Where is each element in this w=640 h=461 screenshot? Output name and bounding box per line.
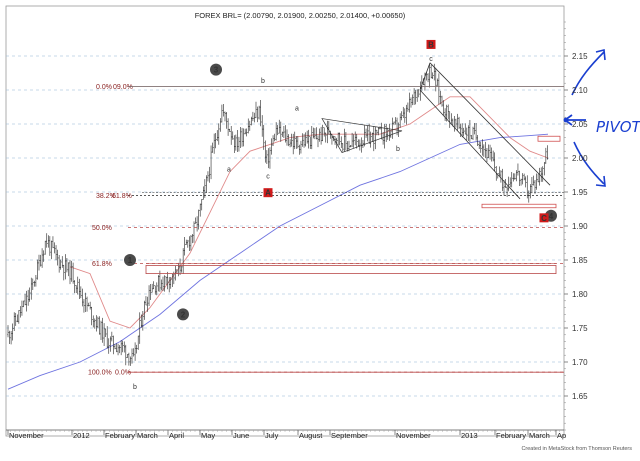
x-tick-label: April xyxy=(169,431,184,440)
y-tick-label: 1.85 xyxy=(572,256,588,265)
y-tick-label: 2.05 xyxy=(572,120,588,129)
wave-letter: c xyxy=(429,56,433,63)
x-tick-label: November xyxy=(9,431,44,440)
wave-letter: a xyxy=(227,167,231,174)
x-tick-label: March xyxy=(529,431,550,440)
wave-letter: b xyxy=(133,384,137,391)
wave-marker-label: 4 xyxy=(549,212,554,221)
arrow-down-head-icon xyxy=(595,175,606,187)
fib-label: 50.0% xyxy=(92,225,112,232)
y-tick-label: 1.95 xyxy=(572,188,588,197)
fib-label-secondary: 0.0% xyxy=(115,370,131,377)
x-tick-label: May xyxy=(201,431,215,440)
x-tick-label: February xyxy=(105,431,135,440)
wave-box-label: A xyxy=(265,189,271,198)
y-tick-label: 1.75 xyxy=(572,324,588,333)
channel-cap xyxy=(419,62,431,91)
y-tick-label: 2.10 xyxy=(572,86,588,95)
channel-lower xyxy=(419,89,521,200)
wave-marker-circle xyxy=(177,308,189,321)
y-tick-label: 1.70 xyxy=(572,358,588,367)
fib-label: 0.0% xyxy=(96,84,112,91)
moving-average-fast xyxy=(69,96,549,329)
x-tick-label: November xyxy=(396,431,431,440)
x-tick-label: 2013 xyxy=(461,431,478,440)
pivot-dot-icon xyxy=(563,117,569,123)
target-box xyxy=(481,203,557,209)
x-tick-label: 2012 xyxy=(73,431,90,440)
wave-letter: a xyxy=(295,105,299,112)
x-tick-label: March xyxy=(137,431,158,440)
wave-marker-label: 3 xyxy=(214,66,219,75)
wave-box-square xyxy=(539,213,549,223)
arrow-down-icon xyxy=(573,141,605,185)
fib-label: 38.2% xyxy=(96,193,116,200)
x-tick-label: June xyxy=(233,431,249,440)
y-tick-label: 2.15 xyxy=(572,52,588,61)
fib-label: 61.8% xyxy=(92,261,112,268)
y-tick-label: 1.80 xyxy=(572,290,588,299)
footer-credit: Created in MetaStock from Thomson Reuter… xyxy=(521,446,632,452)
wave-letter: b xyxy=(261,78,265,85)
fib-label: 100.0% xyxy=(88,370,112,377)
wave-box-label: C xyxy=(541,214,547,223)
arrow-up-icon xyxy=(571,51,605,96)
moving-average-slow xyxy=(7,133,549,390)
wave-marker-label: 1 xyxy=(128,256,133,265)
arrow-up-head-icon xyxy=(595,48,606,61)
x-tick-label: September xyxy=(331,431,368,440)
triangle-pattern xyxy=(321,118,403,153)
wave-marker-label: 2 xyxy=(181,310,186,319)
pivot-box xyxy=(537,135,561,142)
x-tick-label: August xyxy=(299,431,323,440)
wave-box-square xyxy=(426,39,436,49)
y-tick-label: 2.00 xyxy=(572,154,588,163)
wave-letter: c xyxy=(266,173,270,180)
wave-letter: b xyxy=(396,146,400,153)
wave-marker-circle xyxy=(124,254,136,266)
x-tick-label: February xyxy=(496,431,526,440)
wave-box-square xyxy=(263,188,273,198)
pivot-annotation: PIVOT xyxy=(596,118,640,136)
fib-label-secondary: 09.0% xyxy=(113,84,133,91)
y-tick-label: 1.90 xyxy=(572,222,588,231)
chart-title: FOREX BRL= (2.00790, 2.01900, 2.00250, 2… xyxy=(195,11,406,20)
support-zone-box xyxy=(145,265,557,275)
x-tick-label: July xyxy=(265,431,279,440)
x-tick-label: Ap xyxy=(557,431,566,440)
y-tick-label: 1.65 xyxy=(572,392,588,401)
wave-box-label: B xyxy=(428,40,434,49)
wave-marker-circle xyxy=(210,63,222,76)
fib-label-secondary: 61.8% xyxy=(112,193,132,200)
channel-upper xyxy=(429,62,551,186)
